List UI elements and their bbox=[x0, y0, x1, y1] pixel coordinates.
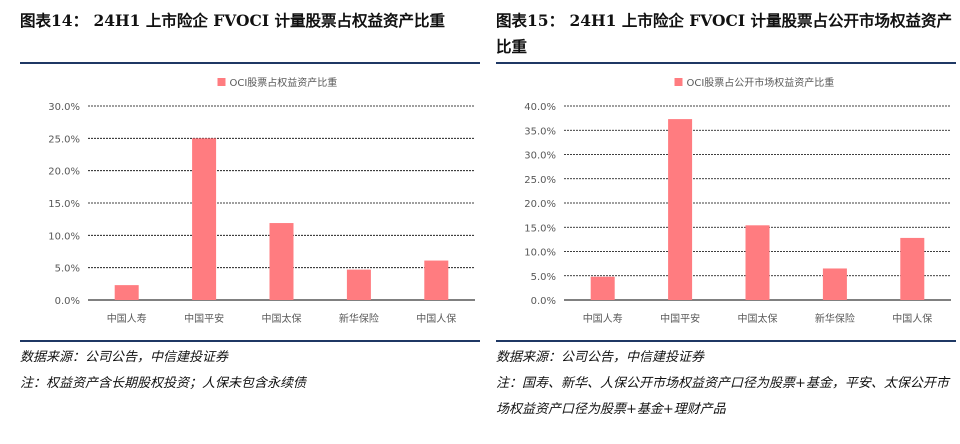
x-tick-label: 中国平安 bbox=[184, 312, 224, 325]
y-tick-label: 40.0% bbox=[524, 102, 556, 113]
bar bbox=[346, 269, 371, 300]
y-tick-label: 15.0% bbox=[48, 199, 80, 210]
oci-equity-ratio-chart: OCI股票占权益资产比重 0.0% 5.0% 10.0% 15.0% 20.0% 25.0%… bbox=[48, 76, 475, 325]
right-figure-panel: 图表15： 24H1 上市险企 FVOCI 计量股票占公开市场权益资产比重 OC… bbox=[496, 0, 956, 444]
title-rule bbox=[496, 62, 956, 64]
x-tick-label: 新华保险 bbox=[815, 312, 855, 325]
x-tick-label: 中国人寿 bbox=[107, 312, 147, 325]
bar bbox=[668, 119, 693, 300]
y-tick-label: 10.0% bbox=[48, 231, 80, 242]
source-rule bbox=[20, 340, 480, 342]
x-tick-label: 中国太保 bbox=[738, 312, 778, 325]
bar bbox=[424, 260, 449, 300]
y-tick-label: 15.0% bbox=[524, 223, 556, 234]
bar bbox=[269, 223, 294, 300]
x-tick-label: 中国平安 bbox=[660, 312, 700, 325]
x-tick-label: 中国太保 bbox=[262, 312, 302, 325]
x-tick-label: 中国人寿 bbox=[583, 312, 623, 325]
y-tick-label: 5.0% bbox=[531, 272, 556, 283]
y-tick-label: 30.0% bbox=[524, 151, 556, 162]
legend-label: OCI股票占公开市场权益资产比重 bbox=[687, 76, 835, 89]
y-tick-label: 25.0% bbox=[524, 175, 556, 186]
legend-swatch bbox=[674, 78, 683, 86]
oci-public-equity-ratio-chart: OCI股票占公开市场权益资产比重 0.0% 5.0% 10.0% 15.0% 20.0% 2… bbox=[524, 76, 951, 325]
bar bbox=[192, 138, 217, 300]
title-rule bbox=[20, 62, 480, 64]
source-note: 数据来源：公司公告，中信建投证券 bbox=[20, 350, 229, 365]
source-rule bbox=[496, 340, 956, 342]
bar bbox=[114, 285, 139, 300]
bar bbox=[590, 276, 615, 300]
y-tick-label: 10.0% bbox=[524, 248, 556, 259]
bar bbox=[900, 237, 925, 300]
left-figure-panel: 图表14： 24H1 上市险企 FVOCI 计量股票占权益资产比重 OCI股票占… bbox=[20, 0, 480, 444]
y-tick-label: 20.0% bbox=[524, 199, 556, 210]
y-tick-label: 35.0% bbox=[524, 126, 556, 137]
bar bbox=[745, 225, 770, 300]
figure-title: 图表14： 24H1 上市险企 FVOCI 计量股票占权益资产比重 bbox=[20, 11, 446, 30]
footnote: 注：国寿、新华、人保公开市场权益资产口径为股票+基金，平安、太保公开市场权益资产… bbox=[496, 376, 949, 417]
y-tick-label: 20.0% bbox=[48, 167, 80, 178]
y-tick-label: 5.0% bbox=[55, 264, 80, 275]
y-tick-label: 0.0% bbox=[55, 296, 80, 307]
footnote: 注：权益资产含长期股权投资；人保未包含永续债 bbox=[20, 376, 307, 391]
y-tick-label: 0.0% bbox=[531, 296, 556, 307]
legend-label: OCI股票占权益资产比重 bbox=[230, 76, 338, 89]
x-tick-label: 中国人保 bbox=[892, 312, 932, 325]
legend-swatch bbox=[217, 78, 226, 86]
x-tick-label: 中国人保 bbox=[416, 312, 456, 325]
bar bbox=[822, 268, 847, 300]
x-tick-label: 新华保险 bbox=[339, 312, 379, 325]
y-tick-label: 30.0% bbox=[48, 102, 80, 113]
source-note: 数据来源：公司公告，中信建投证券 bbox=[496, 350, 705, 365]
figure-title: 图表15： 24H1 上市险企 FVOCI 计量股票占公开市场权益资产比重 bbox=[496, 11, 953, 56]
y-tick-label: 25.0% bbox=[48, 134, 80, 145]
